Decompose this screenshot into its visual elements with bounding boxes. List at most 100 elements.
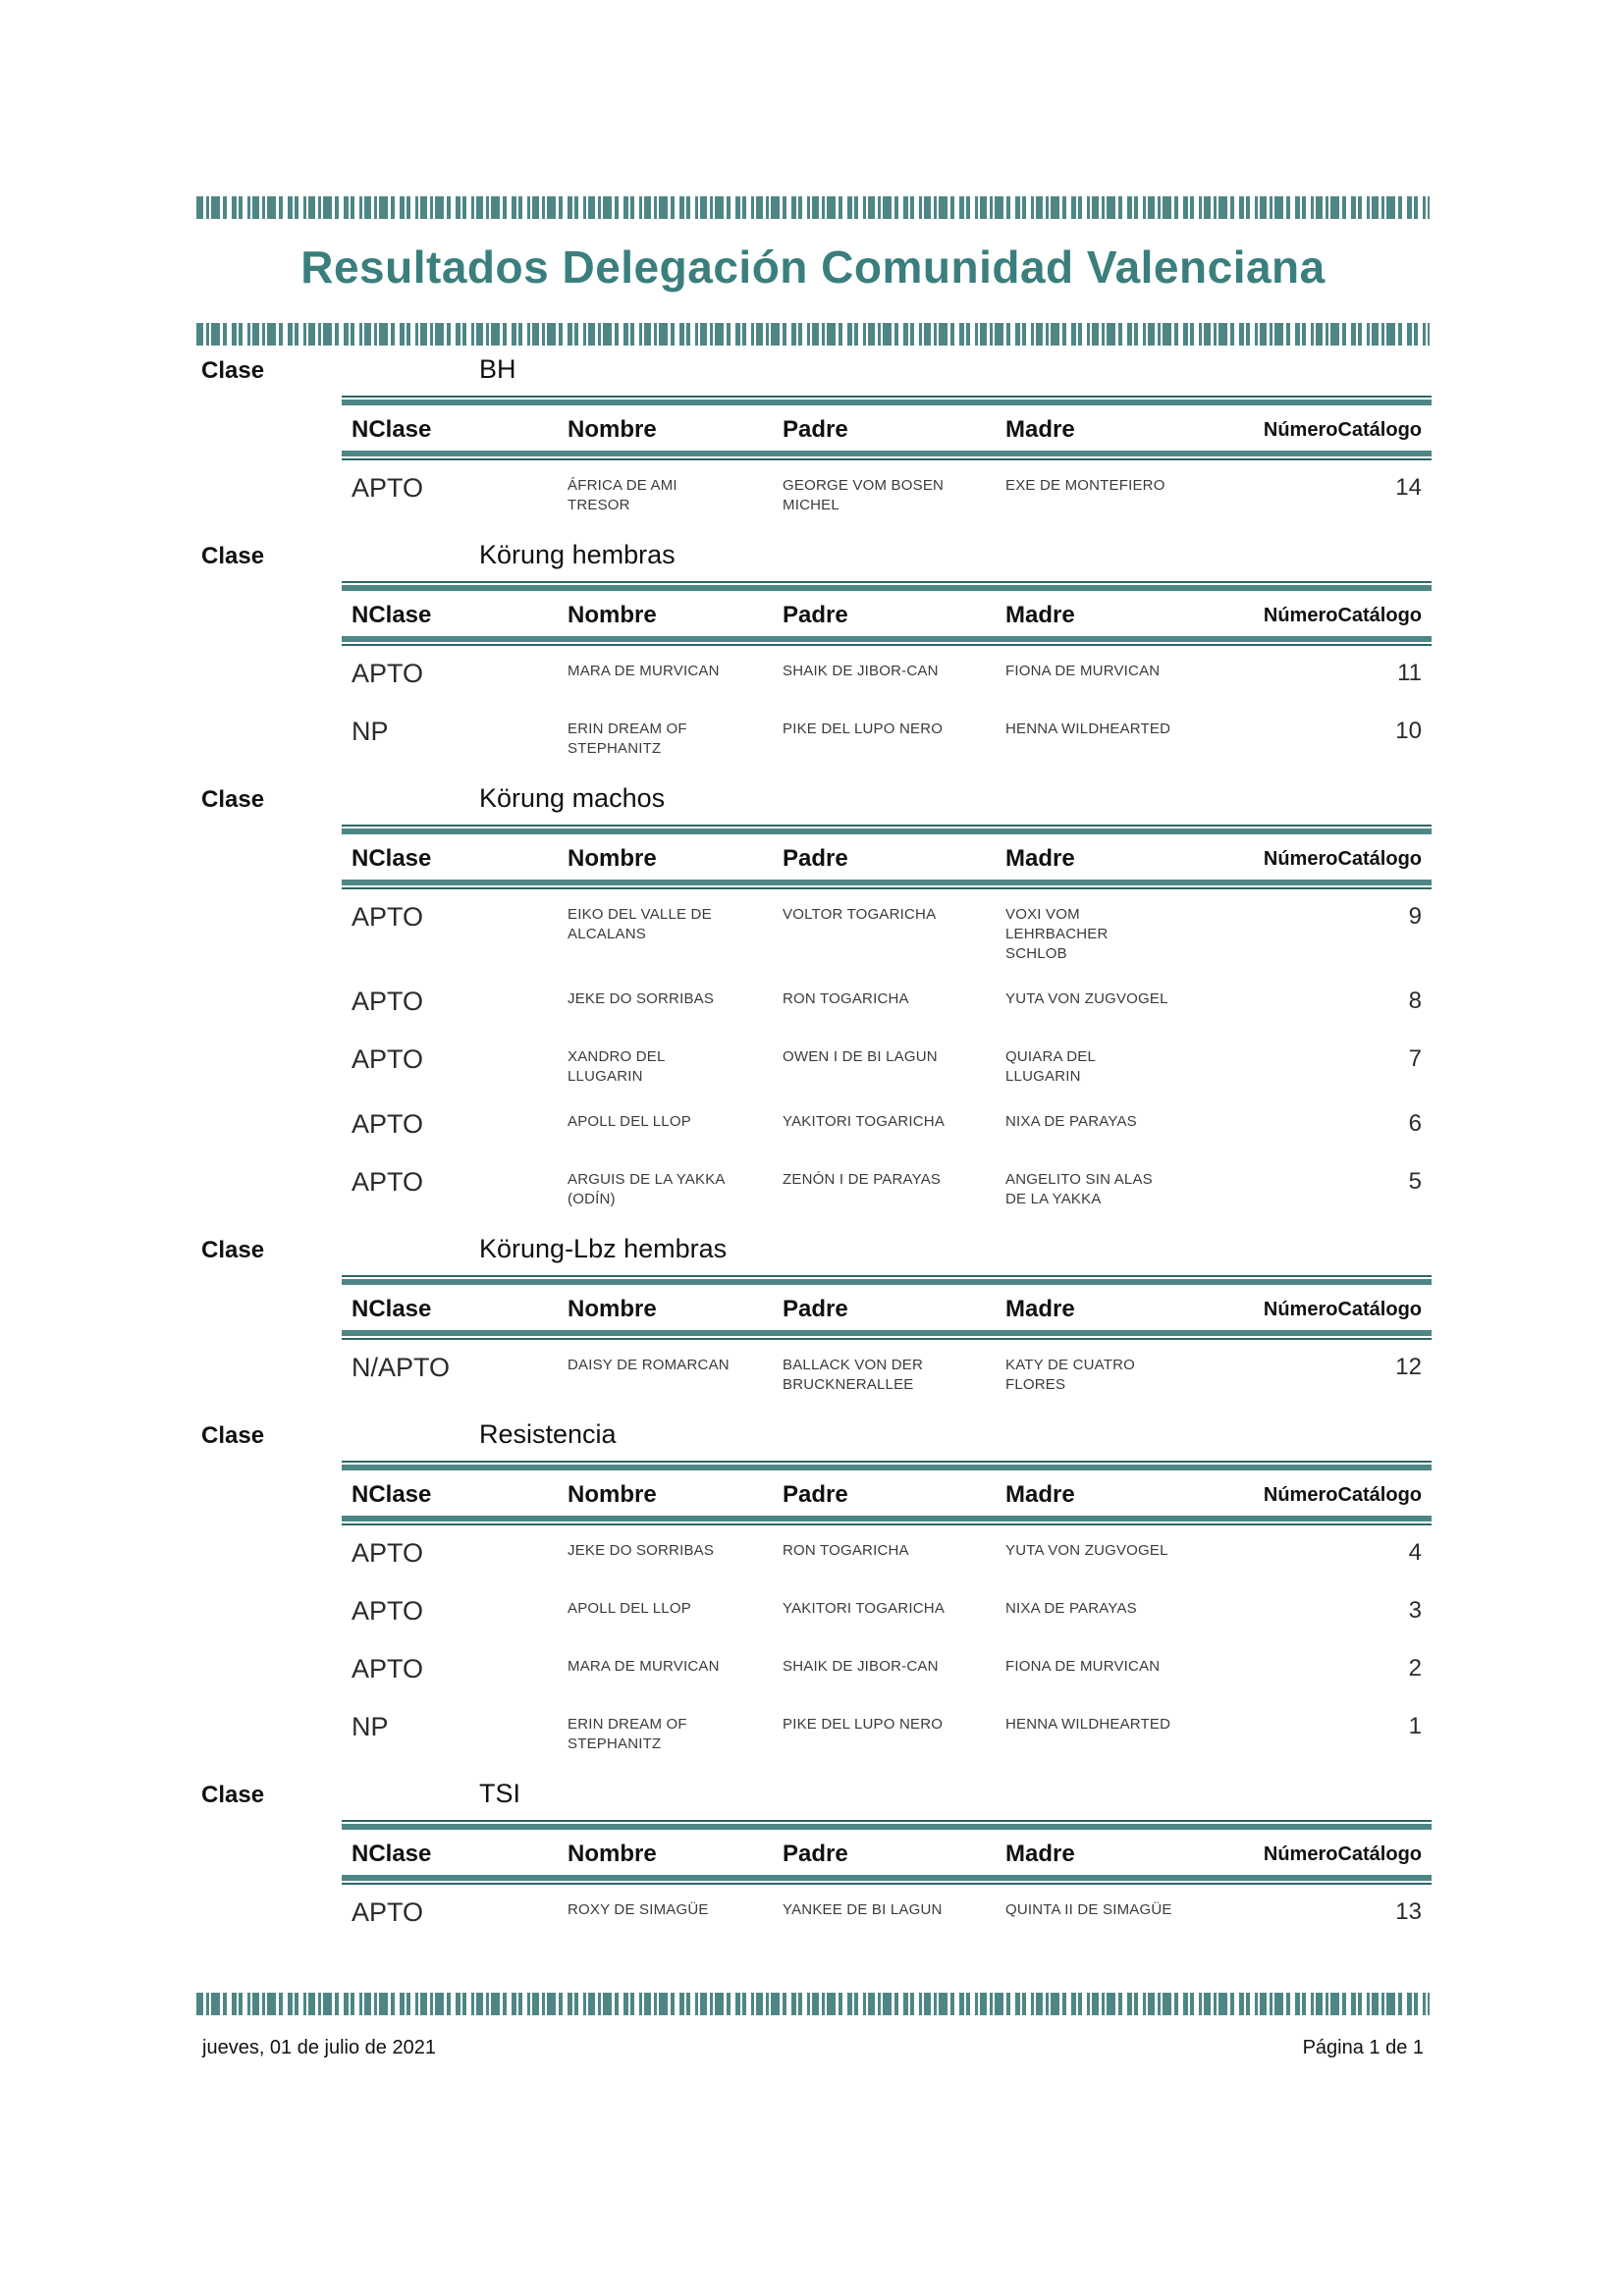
cell-nombre: APOLL DEL LLOP	[568, 1113, 691, 1130]
cell-nclase: APTO	[352, 473, 424, 503]
cell-padre: VOLTOR TOGARICHA	[783, 906, 937, 923]
cell-nclase: APTO	[352, 1596, 424, 1626]
clase-section: Clase Resistencia NClase Nombre Padre Ma…	[196, 1418, 1432, 1764]
clase-heading-row: Clase Resistencia	[196, 1418, 1430, 1452]
clase-name: Resistencia	[479, 1419, 617, 1449]
clase-section: Clase BH NClase Nombre Padre Madre Númer…	[196, 353, 1432, 525]
clase-label: Clase	[201, 1782, 265, 1808]
table-body: APTO EIKO DEL VALLE DE ALCALANS VOLTOR T…	[342, 889, 1432, 1219]
cell-padre: YAKITORI TOGARICHA	[783, 1113, 946, 1130]
cell-nombre: JEKE DO SORRIBAS	[568, 990, 715, 1007]
table-body: APTO ÁFRICA DE AMI TRESOR GEORGE VOM BOS…	[342, 460, 1432, 525]
cell-numero: 9	[1408, 903, 1422, 930]
table-row: APTO APOLL DEL LLOP YAKITORI TOGARICHA N…	[342, 1583, 1432, 1641]
cell-nombre: ERIN DREAM OF STEPHANITZ	[568, 1716, 687, 1752]
column-header-padre: Padre	[783, 416, 848, 443]
cell-padre: RON TOGARICHA	[783, 990, 909, 1007]
barcode-band-top	[196, 196, 1430, 219]
table-row: APTO XANDRO DEL LLUGARIN OWEN I DE BI LA…	[342, 1032, 1432, 1096]
barcode-band-footer	[196, 1993, 1430, 2015]
table-body: N/APTO DAISY DE ROMARCAN BALLACK VON DER…	[342, 1340, 1432, 1405]
clase-section: Clase Körung hembras NClase Nombre Padre…	[196, 539, 1432, 769]
table-row: APTO MARA DE MURVICAN SHAIK DE JIBOR-CAN…	[342, 1641, 1432, 1699]
cell-nombre: APOLL DEL LLOP	[568, 1600, 691, 1617]
cell-nombre: MARA DE MURVICAN	[568, 663, 720, 679]
column-header-padre: Padre	[783, 1296, 848, 1322]
clase-label: Clase	[201, 786, 265, 813]
clase-heading-row: Clase BH	[196, 353, 1430, 387]
clase-name: BH	[479, 354, 516, 384]
table-header-row: NClase Nombre Padre Madre NúmeroCatálogo	[342, 1461, 1432, 1525]
cell-nombre: DAISY DE ROMARCAN	[568, 1357, 730, 1373]
clase-section: Clase TSI NClase Nombre Padre Madre Núme…	[196, 1778, 1432, 1943]
results-table: NClase Nombre Padre Madre NúmeroCatálogo…	[342, 1275, 1432, 1405]
clase-name: Körung machos	[479, 783, 666, 813]
cell-numero: 8	[1408, 988, 1422, 1014]
column-header-nombre: Nombre	[568, 845, 657, 872]
column-header-madre: Madre	[1005, 845, 1075, 872]
cell-nclase: APTO	[352, 1654, 424, 1683]
cell-madre: QUIARA DEL LLUGARIN	[1005, 1048, 1096, 1085]
column-header-padre: Padre	[783, 1841, 848, 1867]
table-header-row: NClase Nombre Padre Madre NúmeroCatálogo	[342, 396, 1432, 460]
table-row: APTO ROXY DE SIMAGÜE YANKEE DE BI LAGUN …	[342, 1885, 1432, 1943]
cell-padre: RON TOGARICHA	[783, 1542, 909, 1559]
cell-madre: YUTA VON ZUGVOGEL	[1005, 1542, 1168, 1559]
cell-madre: YUTA VON ZUGVOGEL	[1005, 990, 1168, 1007]
cell-padre: YAKITORI TOGARICHA	[783, 1600, 946, 1617]
table-body: APTO ROXY DE SIMAGÜE YANKEE DE BI LAGUN …	[342, 1885, 1432, 1943]
cell-madre: EXE DE MONTEFIERO	[1005, 477, 1165, 494]
cell-nombre: ERIN DREAM OF STEPHANITZ	[568, 721, 687, 757]
clase-section: Clase Körung-Lbz hembras NClase Nombre P…	[196, 1233, 1432, 1405]
column-header-numerocatalogo: NúmeroCatálogo	[1263, 419, 1422, 441]
cell-padre: BALLACK VON DER BRUCKNERALLEE	[783, 1357, 924, 1393]
column-header-nclase: NClase	[352, 416, 432, 443]
clase-name: TSI	[479, 1779, 521, 1808]
cell-padre: PIKE DEL LUPO NERO	[783, 721, 944, 737]
cell-padre: SHAIK DE JIBOR-CAN	[783, 1658, 939, 1675]
cell-nclase: APTO	[352, 659, 424, 688]
column-header-nclase: NClase	[352, 1841, 432, 1867]
column-header-padre: Padre	[783, 1481, 848, 1508]
cell-padre: OWEN I DE BI LAGUN	[783, 1048, 938, 1065]
cell-nclase: APTO	[352, 987, 424, 1016]
table-body: APTO MARA DE MURVICAN SHAIK DE JIBOR-CAN…	[342, 646, 1432, 769]
page-footer: jueves, 01 de julio de 2021 Página 1 de …	[196, 1993, 1430, 2059]
cell-madre: KATY DE CUATRO FLORES	[1005, 1357, 1135, 1393]
column-header-nclase: NClase	[352, 1481, 432, 1508]
table-body: APTO JEKE DO SORRIBAS RON TOGARICHA YUTA…	[342, 1525, 1432, 1764]
cell-nombre: XANDRO DEL LLUGARIN	[568, 1048, 665, 1085]
cell-padre: SHAIK DE JIBOR-CAN	[783, 663, 939, 679]
results-table: NClase Nombre Padre Madre NúmeroCatálogo…	[342, 825, 1432, 1219]
cell-madre: NIXA DE PARAYAS	[1005, 1113, 1137, 1130]
cell-madre: ANGELITO SIN ALAS DE LA YAKKA	[1005, 1171, 1153, 1207]
clase-label: Clase	[201, 357, 265, 384]
column-header-numerocatalogo: NúmeroCatálogo	[1263, 1484, 1422, 1506]
footer-date: jueves, 01 de julio de 2021	[202, 2037, 436, 2058]
cell-padre: ZENÓN I DE PARAYAS	[783, 1171, 942, 1188]
column-header-madre: Madre	[1005, 1296, 1075, 1322]
table-header-row: NClase Nombre Padre Madre NúmeroCatálogo	[342, 581, 1432, 646]
clase-heading-row: Clase Körung machos	[196, 782, 1430, 816]
column-header-nclase: NClase	[352, 845, 432, 872]
cell-padre: YANKEE DE BI LAGUN	[783, 1901, 943, 1918]
cell-numero: 13	[1395, 1898, 1422, 1925]
clase-label: Clase	[201, 1237, 265, 1263]
table-row: NP ERIN DREAM OF STEPHANITZ PIKE DEL LUP…	[342, 704, 1432, 769]
cell-madre: NIXA DE PARAYAS	[1005, 1600, 1137, 1617]
clase-name: Körung-Lbz hembras	[479, 1234, 728, 1263]
cell-nombre: ÁFRICA DE AMI TRESOR	[568, 477, 677, 513]
column-header-padre: Padre	[783, 845, 848, 872]
column-header-numerocatalogo: NúmeroCatálogo	[1263, 1299, 1422, 1320]
table-header-row: NClase Nombre Padre Madre NúmeroCatálogo	[342, 1820, 1432, 1885]
footer-page-number: Página 1 de 1	[1302, 2037, 1424, 2058]
cell-nombre: ARGUIS DE LA YAKKA (ODÍN)	[568, 1171, 725, 1207]
cell-nclase: APTO	[352, 1109, 424, 1139]
cell-numero: 2	[1408, 1655, 1422, 1682]
table-row: APTO JEKE DO SORRIBAS RON TOGARICHA YUTA…	[342, 974, 1432, 1032]
clase-label: Clase	[201, 1422, 265, 1449]
cell-numero: 6	[1408, 1110, 1422, 1137]
cell-numero: 11	[1397, 660, 1422, 686]
cell-nclase: APTO	[352, 902, 424, 932]
